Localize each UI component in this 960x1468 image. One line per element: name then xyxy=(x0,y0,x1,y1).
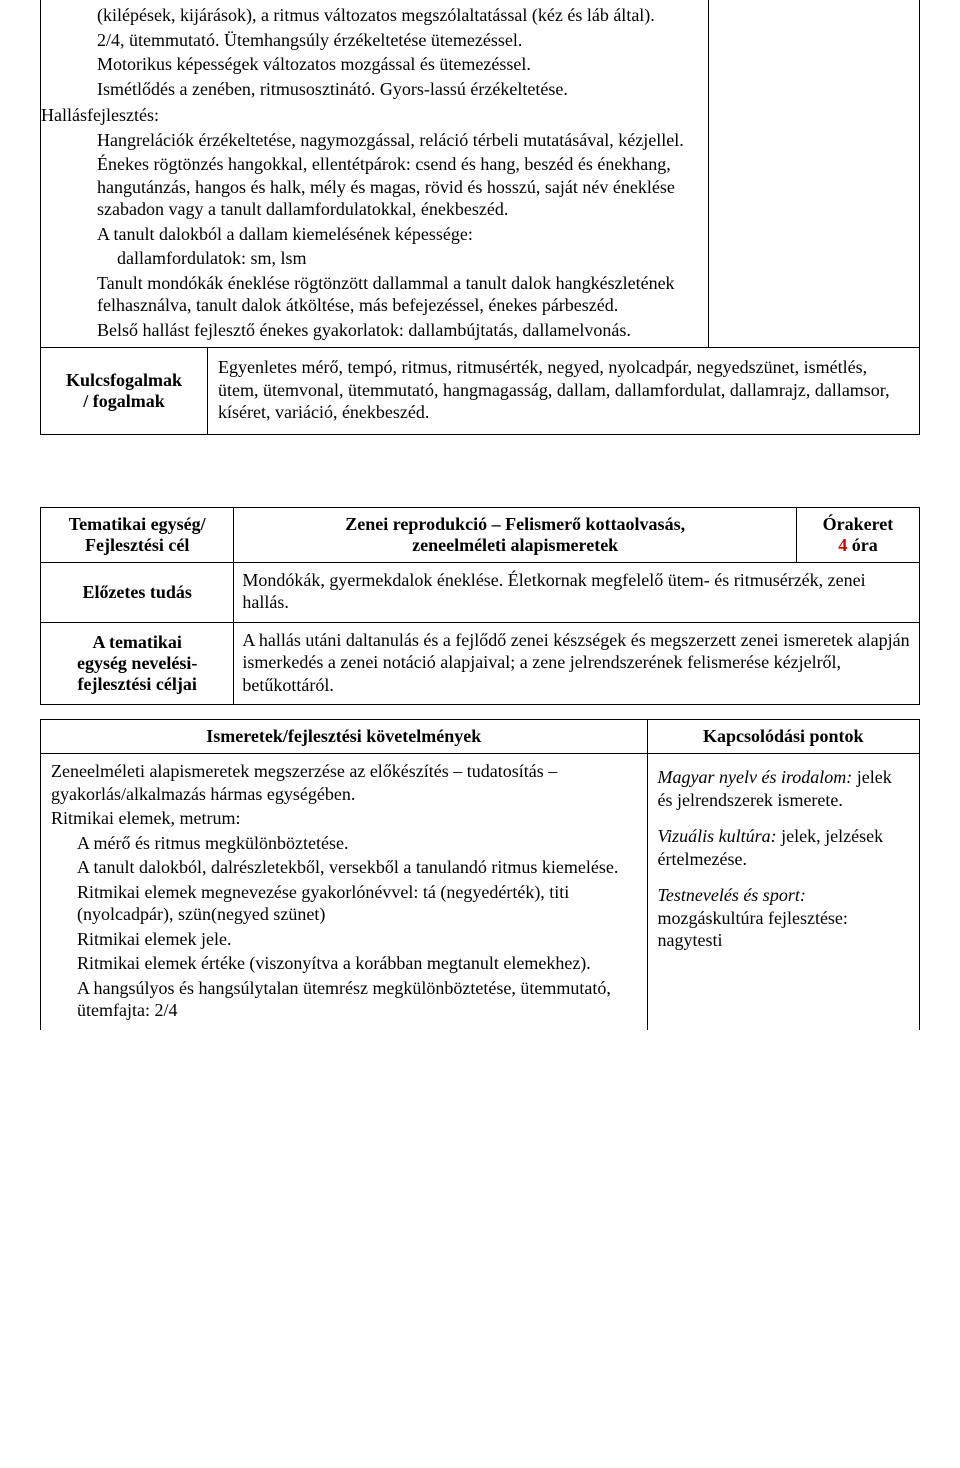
kap-b3-italic: Testnevelés és sport: xyxy=(658,885,806,905)
unit-cell-topic: Tematikai egység/ Fejlesztési cél xyxy=(41,507,234,562)
req-li6: A hangsúlyos és hangsúlytalan ütemrész m… xyxy=(77,977,637,1022)
prior-knowledge-label: Előzetes tudás xyxy=(41,562,234,622)
prior-knowledge-text: Mondókák, gyermekdalok éneklése. Életkor… xyxy=(242,569,911,614)
para-a4: Ismétlődés a zenében, ritmusosztinátó. G… xyxy=(97,78,698,101)
kulcs-label-cell: Kulcsfogalmak / fogalmak xyxy=(41,348,208,435)
section1-right-cell xyxy=(709,0,920,348)
para-a2: 2/4, ütemmutató. Ütemhangsúly érzékeltet… xyxy=(97,29,698,52)
para-a1: (kilépések, kijárások), a ritmus változa… xyxy=(97,4,698,27)
hours-l1: Órakeret xyxy=(823,514,894,534)
goals-text: A hallás utáni daltanulás és a fejlődő z… xyxy=(242,629,911,697)
requirements-left-cell: Zeneelméleti alapismeretek megszerzése a… xyxy=(41,754,648,1030)
unit-cell-hours: Órakeret 4 óra xyxy=(796,507,919,562)
unit-cell-title: Zenei reprodukció – Felismerő kottaolvas… xyxy=(234,507,797,562)
unit-header-table: Tematikai egység/ Fejlesztési cél Zenei … xyxy=(40,507,920,706)
kulcs-content-cell: Egyenletes mérő, tempó, ritmus, ritmusér… xyxy=(208,348,920,435)
goals-l1: A tematikai xyxy=(92,632,182,652)
hours-number: 4 xyxy=(838,535,847,555)
req-p1: Zeneelméleti alapismeretek megszerzése a… xyxy=(51,760,637,805)
kulcs-content: Egyenletes mérő, tempó, ritmus, ritmusér… xyxy=(218,356,909,424)
content-table-1: (kilépések, kijárások), a ritmus változa… xyxy=(40,0,920,435)
req-li1: A mérő és ritmus megkülönböztetése. xyxy=(77,832,637,855)
para-a3: Motorikus képességek változatos mozgássa… xyxy=(97,53,698,76)
kulcs-label-line2: / fogalmak xyxy=(83,391,165,411)
goals-content-cell: A hallás utáni daltanulás és a fejlődő z… xyxy=(234,622,920,705)
goals-l3: fejlesztési céljai xyxy=(77,674,196,694)
kulcs-label-line1: Kulcsfogalmak xyxy=(66,370,182,390)
requirements-header-left: Ismeretek/fejlesztési követelmények xyxy=(41,720,648,754)
topic-l2: Fejlesztési cél xyxy=(85,535,189,555)
req-p2: Ritmikai elemek, metrum: xyxy=(51,807,637,830)
prior-knowledge-content: Mondókák, gyermekdalok éneklése. Életkor… xyxy=(234,562,920,622)
hallas-title: Hallásfejlesztés: xyxy=(41,104,698,127)
req-li3: Ritmikai elemek megnevezése gyakorlónévv… xyxy=(77,881,637,926)
hallas-p5: Belső hallást fejlesztő énekes gyakorlat… xyxy=(97,319,698,342)
hours-suffix: óra xyxy=(847,535,878,555)
kap-b3: Testnevelés és sport: mozgáskultúra fejl… xyxy=(658,884,910,952)
hallas-p2: Énekes rögtönzés hangokkal, ellentétpáro… xyxy=(97,153,698,221)
kap-b3-rest: mozgáskultúra fejlesztése: nagytesti xyxy=(658,908,848,951)
req-li4: Ritmikai elemek jele. xyxy=(77,928,637,951)
requirements-right-cell: Magyar nyelv és irodalom: jelek és jelre… xyxy=(647,754,920,1030)
kap-b1-italic: Magyar nyelv és irodalom: xyxy=(658,767,853,787)
req-li5: Ritmikai elemek értéke (viszonyítva a ko… xyxy=(77,952,637,975)
requirements-table: Ismeretek/fejlesztési követelmények Kapc… xyxy=(40,719,920,1030)
goals-label-cell: A tematikai egység nevelési- fejlesztési… xyxy=(41,622,234,705)
title-l1: Zenei reprodukció – Felismerő kottaolvas… xyxy=(345,514,685,534)
title-l2: zeneelméleti alapismeretek xyxy=(412,535,618,555)
hallas-p4: Tanult mondókák éneklése rögtönzött dall… xyxy=(97,272,698,317)
kap-b1: Magyar nyelv és irodalom: jelek és jelre… xyxy=(658,766,910,811)
kap-b2-italic: Vizuális kultúra: xyxy=(658,826,777,846)
hallas-p1: Hangrelációk érzékeltetése, nagymozgássa… xyxy=(97,129,698,152)
kap-b2: Vizuális kultúra: jelek, jelzések értelm… xyxy=(658,825,910,870)
requirements-header-right: Kapcsolódási pontok xyxy=(647,720,920,754)
hallas-p3a: A tanult dalokból a dallam kiemelésének … xyxy=(97,223,698,246)
topic-l1: Tematikai egység/ xyxy=(69,514,206,534)
hallas-p3b: dallamfordulatok: sm, lsm xyxy=(97,247,698,270)
goals-l2: egység nevelési- xyxy=(77,653,197,673)
req-li2: A tanult dalokból, dalrészletekből, vers… xyxy=(77,856,637,879)
section1-left-cell: (kilépések, kijárások), a ritmus változa… xyxy=(41,0,709,348)
